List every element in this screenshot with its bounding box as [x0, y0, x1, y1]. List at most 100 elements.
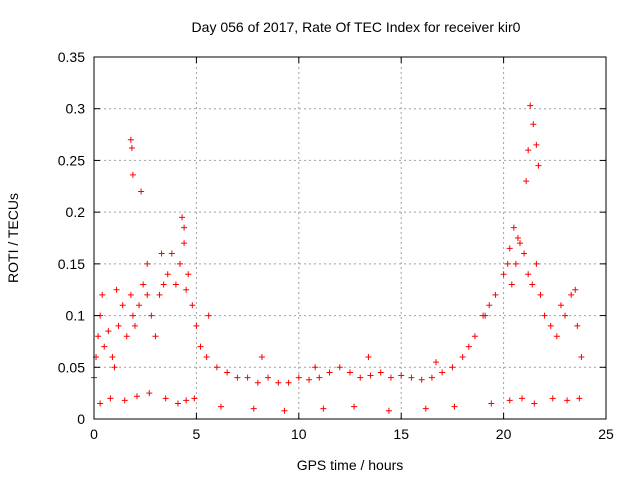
data-point: [205, 312, 212, 319]
data-point: [508, 281, 515, 288]
data-point: [265, 374, 272, 381]
data-point: [105, 328, 112, 335]
data-point: [568, 291, 575, 298]
data-point: [557, 302, 564, 309]
data-point: [553, 333, 560, 340]
data-point: [504, 260, 511, 267]
data-point: [158, 250, 165, 257]
data-point: [129, 312, 136, 319]
data-point: [562, 312, 569, 319]
data-point: [514, 235, 521, 241]
data-point: [351, 403, 358, 410]
x-axis-ticks: 0 5 10 15 20 25: [90, 57, 614, 442]
data-point: [99, 291, 106, 298]
data-point: [521, 250, 528, 257]
data-point: [193, 322, 200, 329]
data-point: [138, 188, 145, 195]
data-point: [500, 271, 507, 278]
data-point: [547, 322, 554, 329]
y-tick-label: 0.15: [58, 256, 85, 272]
data-point: [578, 353, 585, 360]
data-point: [482, 312, 489, 319]
y-tick-label: 0.1: [66, 308, 86, 324]
data-point: [121, 397, 128, 404]
data-point: [537, 291, 544, 298]
data-point: [179, 214, 186, 221]
data-point: [115, 322, 122, 329]
data-point: [203, 353, 210, 360]
data-point: [213, 364, 220, 371]
data-point: [519, 395, 526, 402]
data-point: [129, 171, 136, 178]
plot-frame: [93, 56, 607, 420]
data-point: [172, 281, 179, 288]
data-point: [234, 374, 241, 381]
data-point: [152, 333, 159, 340]
data-point: [365, 353, 372, 360]
data-point: [525, 147, 532, 154]
y-tick-label: 0.05: [58, 359, 85, 375]
x-tick-label: 15: [393, 426, 409, 442]
data-point: [224, 369, 231, 376]
data-point: [486, 302, 493, 309]
data-point: [512, 260, 519, 267]
data-point: [168, 250, 175, 257]
data-point: [506, 397, 513, 404]
data-point: [564, 397, 571, 404]
data-point: [285, 379, 292, 386]
data-point: [197, 343, 204, 350]
data-point: [113, 286, 120, 293]
data-point: [181, 224, 188, 231]
data-point: [471, 333, 478, 340]
data-point: [439, 369, 446, 376]
data-point: [465, 343, 472, 350]
data-point: [183, 286, 190, 293]
data-point: [574, 322, 581, 329]
data-point: [146, 390, 153, 397]
data-point: [144, 291, 151, 298]
data-point: [164, 271, 171, 278]
data-point: [408, 374, 415, 381]
grid-lines: [94, 57, 606, 419]
data-point: [525, 271, 532, 278]
data-point: [177, 260, 184, 267]
x-tick-label: 25: [598, 426, 614, 442]
data-point: [418, 376, 425, 383]
data-point: [181, 240, 188, 247]
data-point: [95, 333, 102, 340]
data-point: [347, 369, 353, 376]
data-point: [97, 400, 104, 407]
data-point: [535, 162, 542, 169]
data-point: [295, 374, 302, 381]
x-tick-label: 0: [90, 426, 98, 442]
data-point: [387, 374, 394, 381]
data-point: [488, 400, 495, 407]
data-point: [449, 364, 456, 371]
data-point: [428, 374, 435, 381]
data-point: [576, 395, 583, 402]
data-point: [336, 364, 343, 371]
data-point: [326, 369, 333, 376]
data-point: [316, 374, 323, 381]
data-point: [531, 400, 538, 407]
data-point: [492, 291, 499, 298]
data-point: [183, 397, 190, 404]
data-point: [134, 393, 141, 400]
data-point: [529, 281, 536, 288]
data-point: [156, 291, 163, 298]
data-point: [312, 364, 319, 371]
data-point: [119, 302, 126, 309]
data-point: [306, 376, 313, 383]
data-point: [281, 407, 288, 414]
data-point: [451, 403, 458, 410]
data-point: [185, 271, 192, 278]
chart-title: Day 056 of 2017, Rate Of TEC Index for r…: [192, 19, 521, 35]
data-point: [127, 136, 134, 143]
x-axis-label: GPS time / hours: [297, 457, 404, 473]
data-point: [422, 405, 429, 412]
data-point: [250, 405, 257, 412]
data-point: [107, 395, 114, 402]
y-axis-label: ROTI / TECUs: [5, 193, 21, 283]
data-point: [174, 400, 181, 407]
